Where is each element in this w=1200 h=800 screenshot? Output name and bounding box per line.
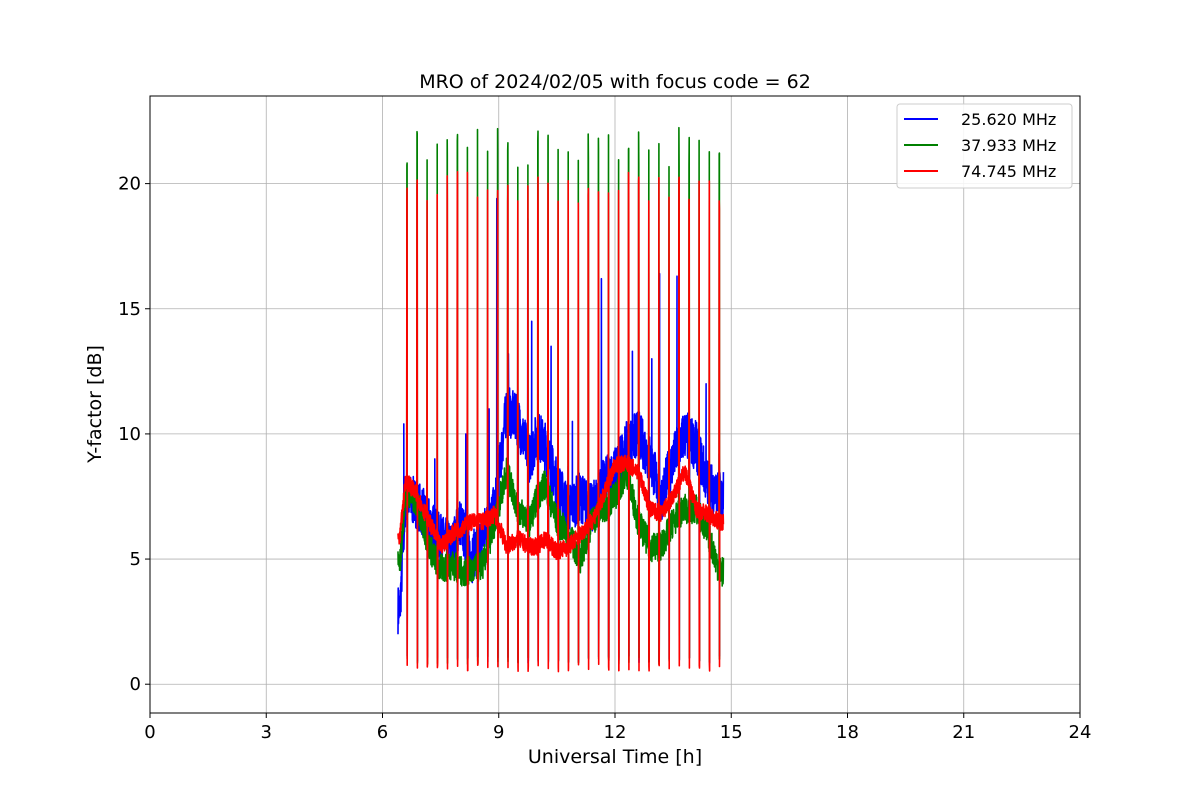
x-tick-label: 24 [1069, 722, 1092, 743]
x-tick-label: 0 [144, 722, 155, 743]
x-tick-label: 21 [952, 722, 975, 743]
ticks: 0 3 6 9 12 15 18 21 24 0 5 10 15 20 [118, 174, 1091, 743]
y-tick-label: 15 [118, 299, 141, 320]
series-layer [397, 126, 725, 673]
legend-label: 74.745 MHz [961, 162, 1056, 181]
y-tick-label: 20 [118, 174, 141, 195]
x-tick-label: 12 [604, 722, 627, 743]
x-tick-label: 15 [720, 722, 743, 743]
series-line [397, 171, 725, 673]
legend-box [896, 103, 1073, 189]
legend-label: 25.620 MHz [961, 110, 1056, 129]
y-tick-label: 5 [130, 549, 141, 570]
x-tick-label: 18 [836, 722, 859, 743]
y-tick-label: 0 [130, 674, 141, 695]
x-axis-title: Universal Time [h] [528, 746, 702, 768]
legend: 25.620 MHz 37.933 MHz 74.745 MHz [896, 103, 1073, 189]
y-axis-title: Y-factor [dB] [84, 345, 106, 464]
x-tick-label: 6 [377, 722, 388, 743]
x-tick-label: 9 [493, 722, 504, 743]
chart-title: MRO of 2024/02/05 with focus code = 62 [419, 71, 811, 93]
y-tick-label: 10 [118, 424, 141, 445]
legend-label: 37.933 MHz [961, 136, 1056, 155]
x-tick-label: 3 [261, 722, 272, 743]
